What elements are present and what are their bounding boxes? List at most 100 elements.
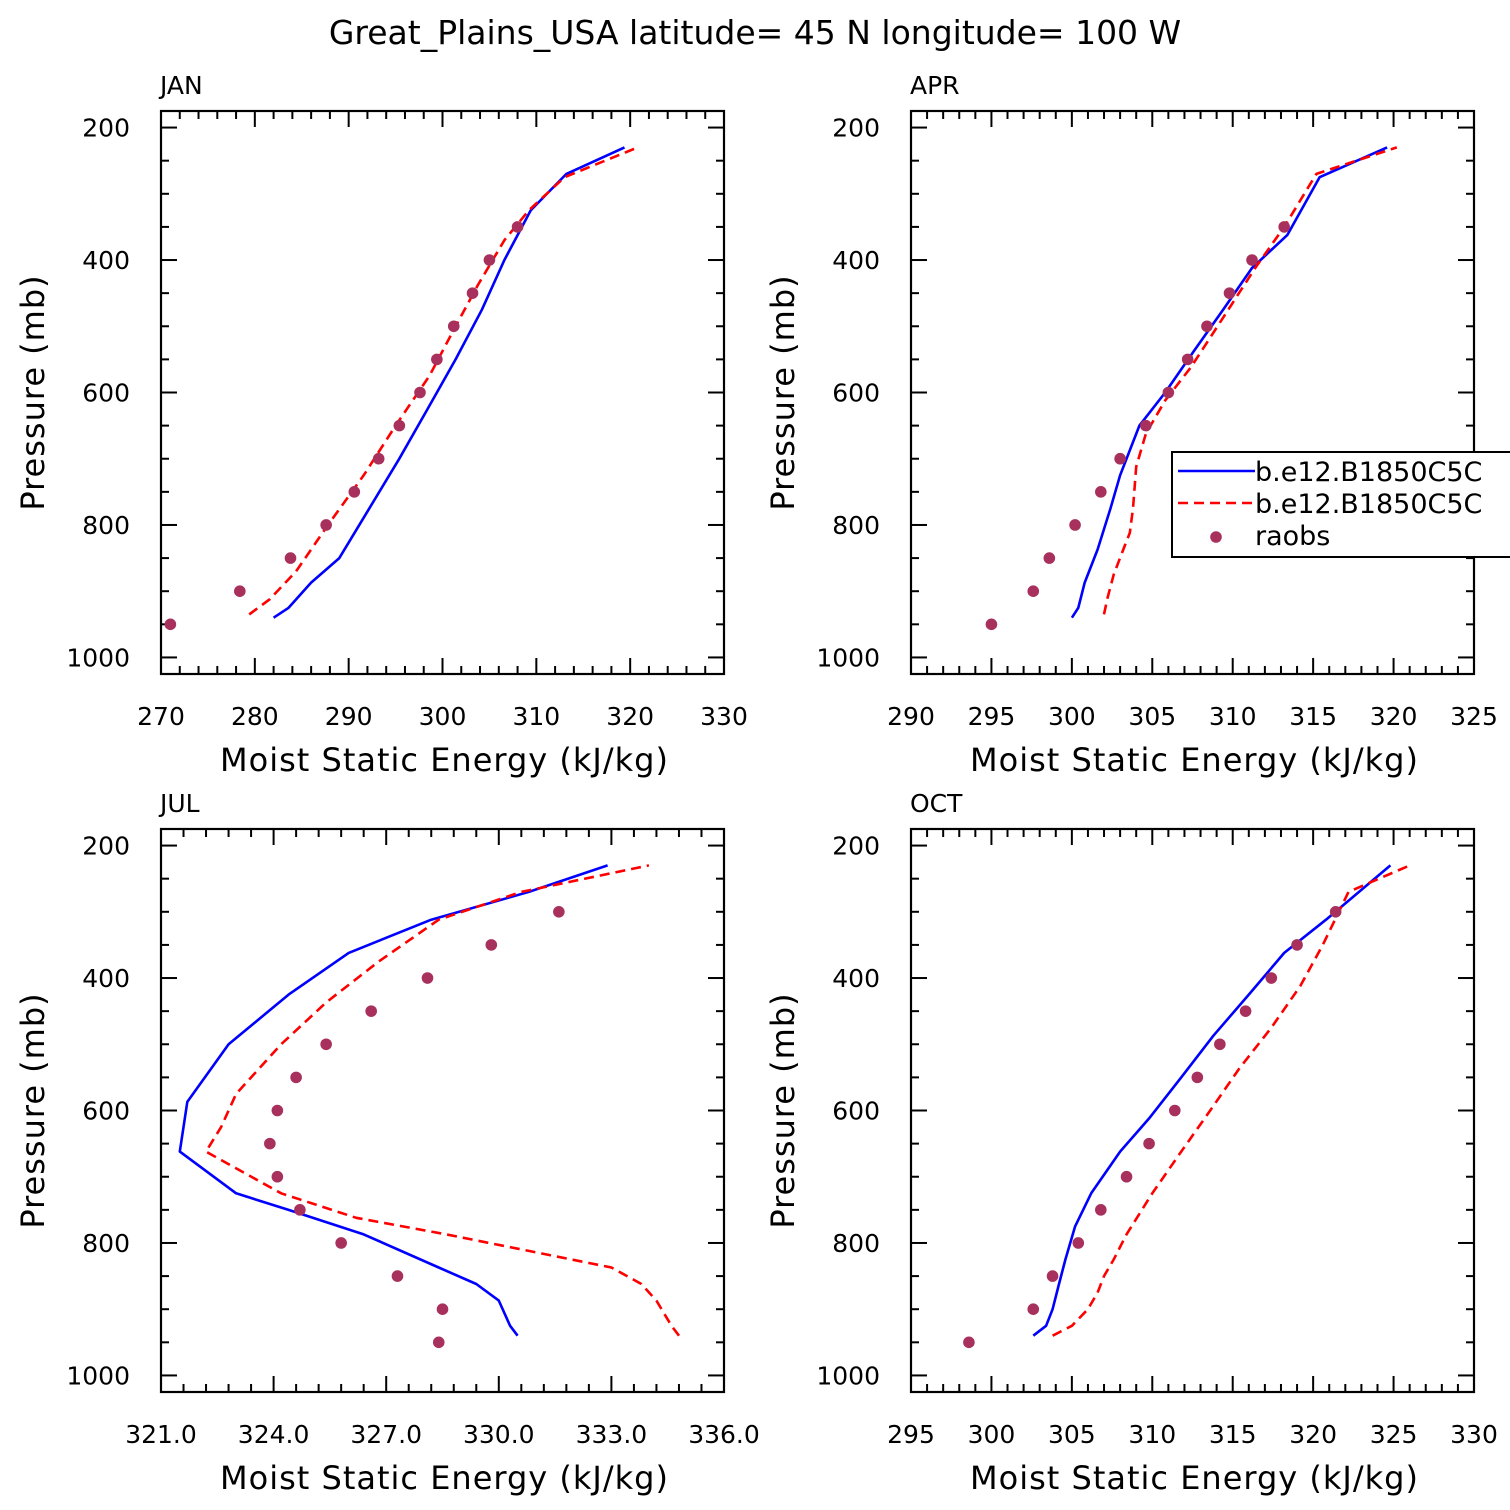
raobs-point <box>485 939 498 951</box>
series-line-dashed <box>1102 146 1398 615</box>
panel-label: JAN <box>158 71 203 100</box>
panel-apr: APR 200 400 600 800 1000 290 295 300 305 310 315 320… <box>764 71 1498 779</box>
data-area <box>178 864 681 1349</box>
series-line-solid <box>272 146 626 619</box>
raobs-point <box>1201 320 1213 333</box>
x-tick-label: 300 <box>968 1420 1016 1449</box>
raobs-point <box>1291 939 1303 951</box>
y-tick-label: 200 <box>82 114 130 143</box>
raobs-point <box>1095 1204 1107 1216</box>
raobs-point <box>483 254 496 266</box>
raobs-point <box>234 585 246 598</box>
x-tick-label: 280 <box>231 702 279 731</box>
raobs-point <box>271 1170 284 1183</box>
raobs-point <box>365 1005 377 1017</box>
x-axis-label: Moist Static Energy (kJ/kg) <box>970 741 1419 779</box>
raobs-point <box>391 1270 404 1282</box>
panel-label: JUL <box>158 789 200 818</box>
x-tick-label: 310 <box>1128 1420 1176 1449</box>
raobs-point <box>335 1237 347 1249</box>
x-tick-label: 325 <box>1370 1420 1418 1449</box>
y-tick-label: 200 <box>832 114 880 143</box>
raobs-point <box>1027 1303 1040 1316</box>
raobs-point <box>1143 1137 1155 1150</box>
raobs-point <box>963 1336 975 1349</box>
raobs-point <box>1046 1270 1059 1282</box>
raobs-point <box>1027 585 1040 598</box>
raobs-point <box>348 486 361 498</box>
raobs-point <box>414 386 426 399</box>
raobs-point <box>447 320 460 333</box>
x-tick-label: 295 <box>887 1420 935 1449</box>
y-tick-label: 800 <box>832 511 880 540</box>
legend-marker <box>1210 531 1222 543</box>
y-axis-label: Pressure (mb) <box>764 274 802 510</box>
y-tick-label: 600 <box>832 379 880 408</box>
series-line-dashed <box>1052 864 1411 1337</box>
y-tick-label: 800 <box>82 511 130 540</box>
raobs-point <box>553 905 565 918</box>
raobs-point <box>1278 221 1290 233</box>
raobs-point <box>985 618 998 631</box>
raobs-point <box>320 1038 332 1051</box>
y-tick-label: 200 <box>832 832 880 861</box>
raobs-point <box>1181 353 1194 366</box>
raobs-point <box>1246 254 1258 266</box>
x-tick-label: 315 <box>1289 702 1337 731</box>
x-tick-label: 320 <box>606 702 654 731</box>
legend-label: b.e12.B1850C5C <box>1255 489 1482 520</box>
x-tick-label: 336.0 <box>688 1420 760 1449</box>
raobs-point <box>1214 1038 1226 1051</box>
panel-label: OCT <box>910 789 963 818</box>
x-axis-label: Moist Static Energy (kJ/kg) <box>970 1459 1419 1497</box>
raobs-point <box>393 419 406 432</box>
x-axis-label: Moist Static Energy (kJ/kg) <box>220 1459 669 1497</box>
raobs-point <box>1072 1237 1085 1249</box>
y-tick-label: 400 <box>832 246 880 275</box>
y-axis-label: Pressure (mb) <box>14 274 52 510</box>
y-tick-label: 600 <box>82 1097 130 1126</box>
raobs-point <box>1095 486 1107 498</box>
x-tick-label: 310 <box>512 702 560 731</box>
raobs-point <box>320 519 332 531</box>
y-axis-label: Pressure (mb) <box>764 992 802 1228</box>
raobs-point <box>421 972 434 984</box>
raobs-point <box>1043 552 1056 564</box>
raobs-point <box>1265 972 1278 984</box>
raobs-point <box>1114 452 1126 465</box>
x-tick-label: 330.0 <box>463 1420 535 1449</box>
data-area <box>985 146 1398 631</box>
raobs-point <box>1191 1071 1204 1084</box>
y-tick-label: 1000 <box>66 1361 130 1390</box>
x-tick-label: 315 <box>1209 1420 1257 1449</box>
panel-label: APR <box>910 71 960 100</box>
y-tick-label: 400 <box>832 964 880 993</box>
raobs-point <box>372 452 385 465</box>
y-axis-label: Pressure (mb) <box>14 992 52 1228</box>
x-tick-label: 290 <box>887 702 935 731</box>
raobs-point <box>466 287 479 299</box>
x-tick-label: 324.0 <box>238 1420 310 1449</box>
raobs-point <box>1169 1104 1181 1117</box>
x-tick-label: 290 <box>325 702 373 731</box>
raobs-point <box>1069 519 1081 531</box>
x-tick-label: 325 <box>1450 702 1498 731</box>
raobs-point <box>1120 1170 1133 1183</box>
x-tick-label: 300 <box>419 702 467 731</box>
y-tick-label: 200 <box>82 832 130 861</box>
y-tick-label: 400 <box>82 246 130 275</box>
x-tick-label: 305 <box>1048 1420 1096 1449</box>
y-tick-label: 800 <box>82 1229 130 1258</box>
raobs-point <box>1239 1005 1252 1017</box>
y-tick-label: 800 <box>832 1229 880 1258</box>
y-tick-label: 400 <box>82 964 130 993</box>
x-tick-label: 295 <box>968 702 1016 731</box>
raobs-point <box>1140 419 1152 432</box>
x-tick-label: 321.0 <box>125 1420 197 1449</box>
y-tick-label: 600 <box>82 379 130 408</box>
raobs-point <box>511 221 524 233</box>
data-area <box>164 146 639 631</box>
series-line-solid <box>1070 146 1388 619</box>
